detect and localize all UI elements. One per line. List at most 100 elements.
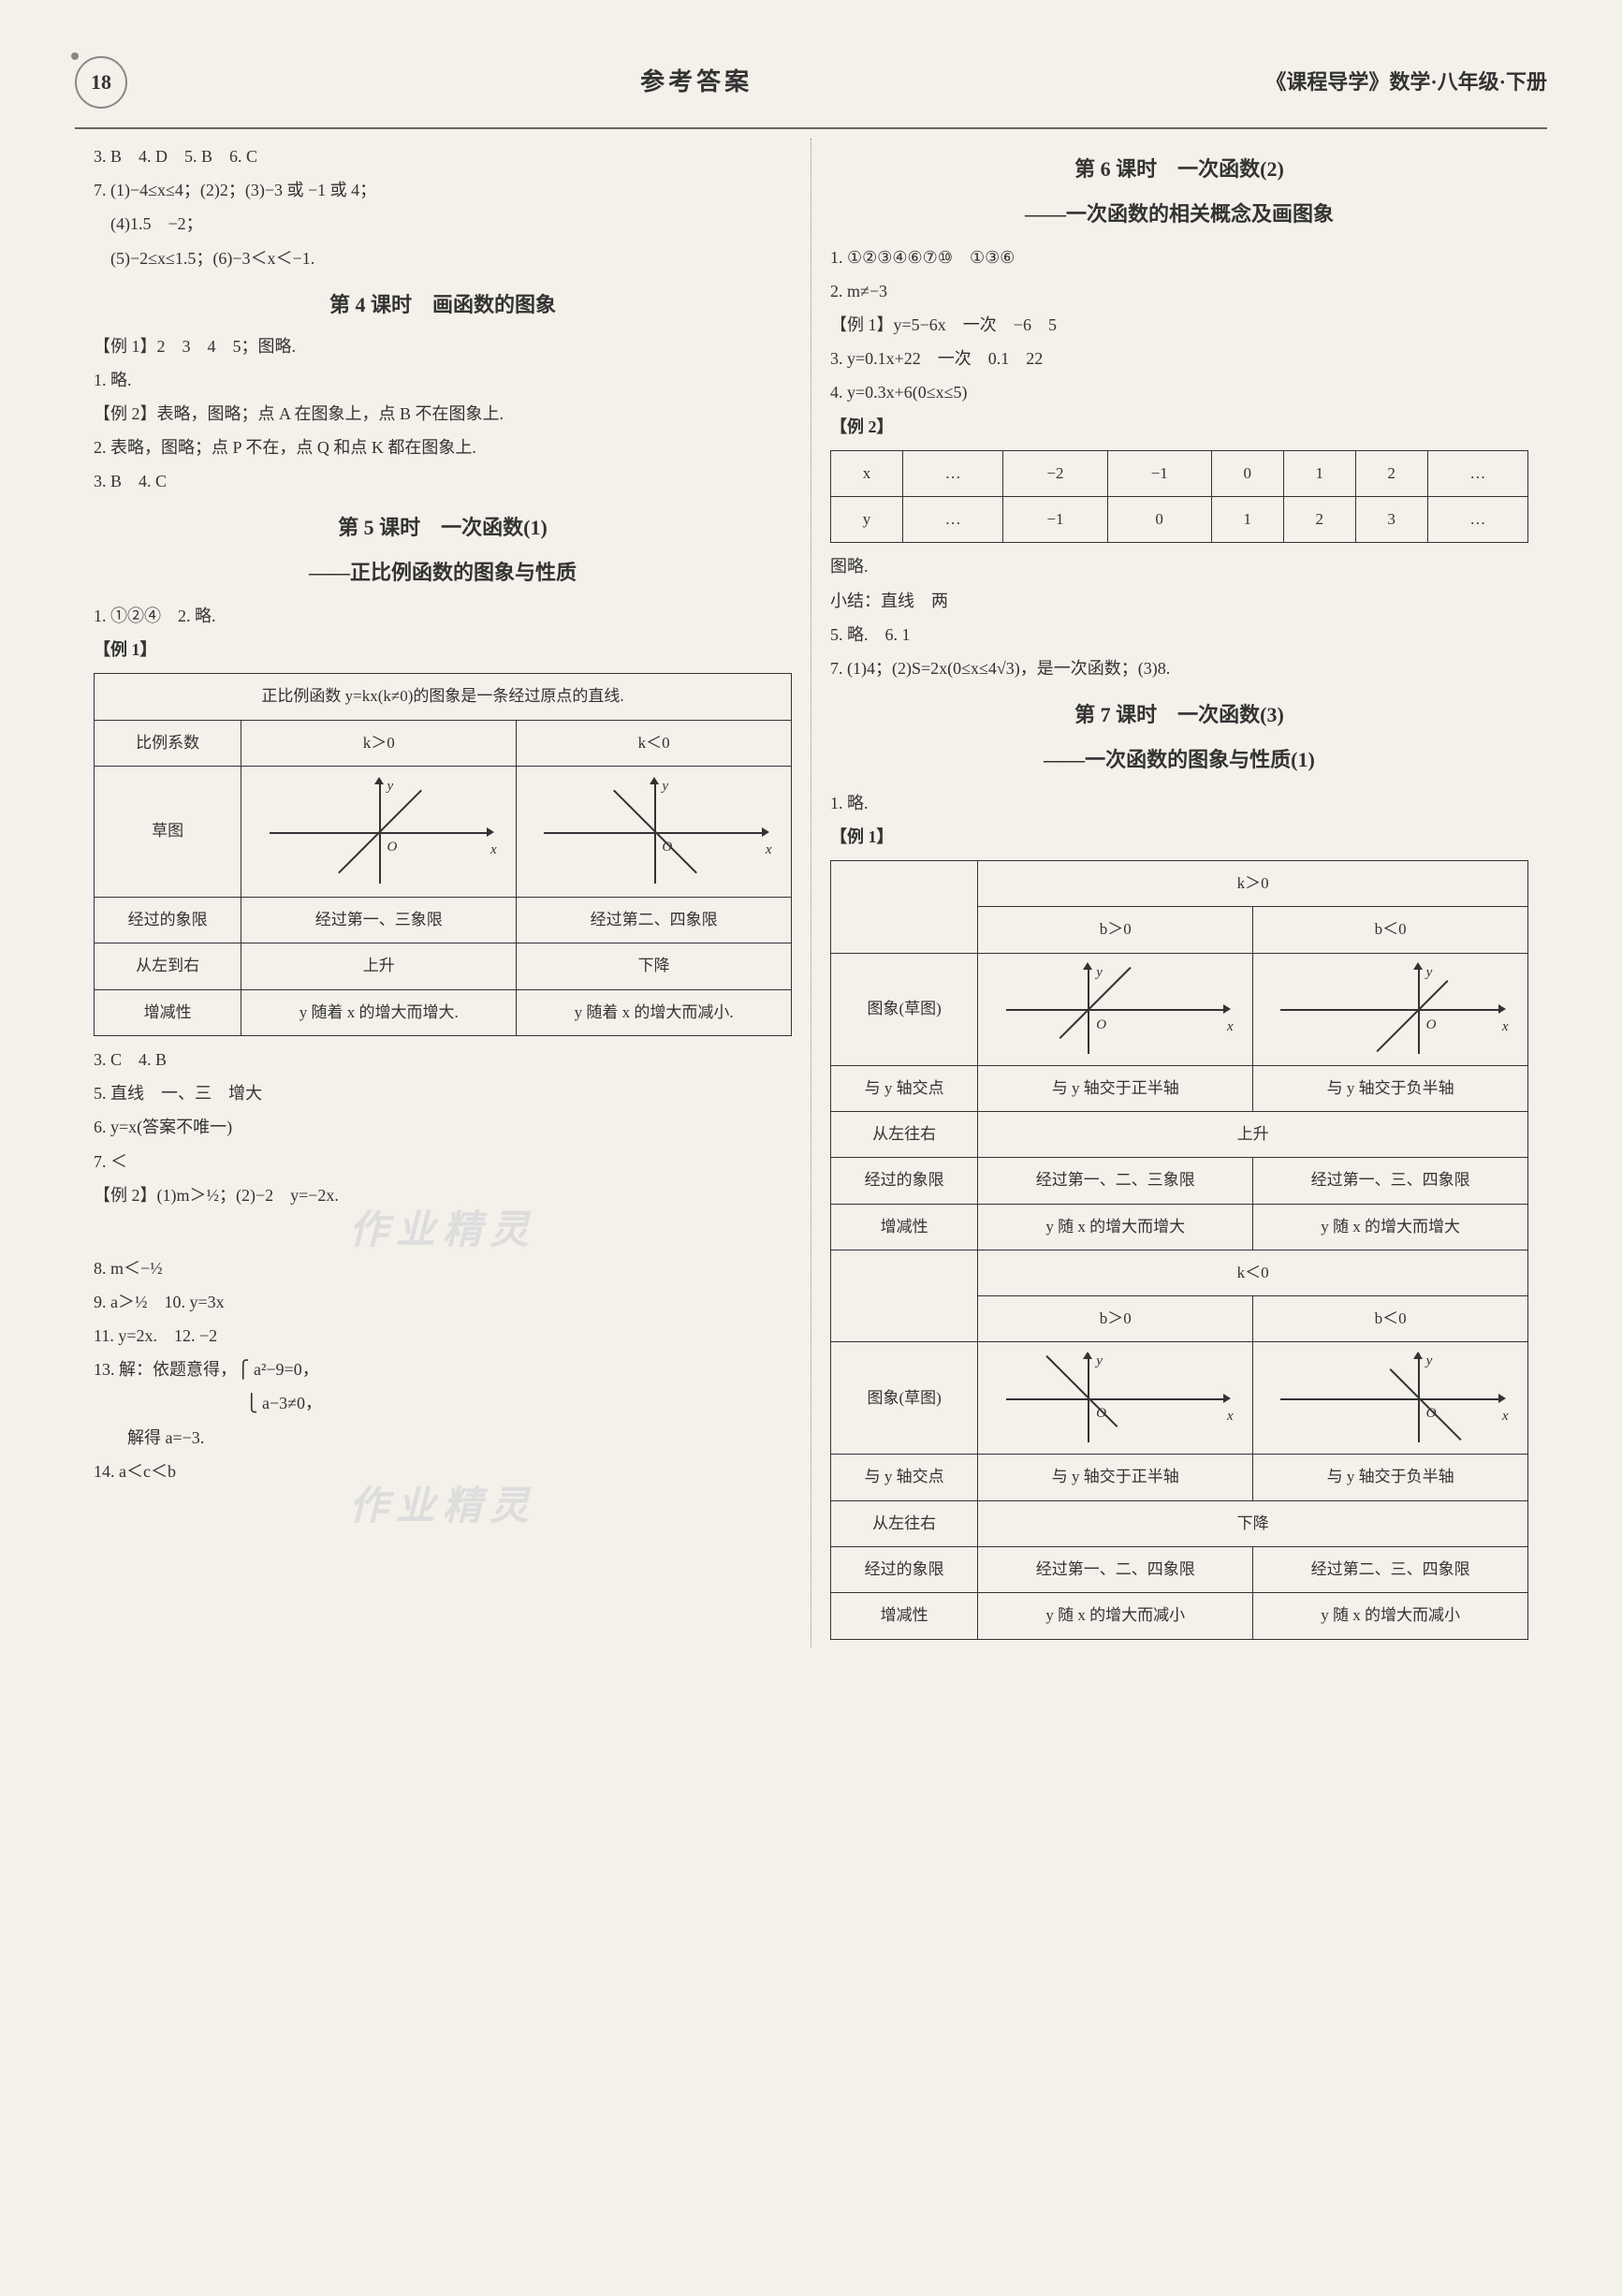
row-label: 草图 (95, 767, 241, 898)
text-line: 【例 2】(1)m＞½；(2)−2 y=−2x. (94, 1179, 792, 1211)
table-cell: y 随 x 的增大而增大 (1253, 1204, 1528, 1250)
lesson5-title: 第 5 课时 一次函数(1) (94, 508, 792, 548)
table-cell: 1 (1283, 450, 1355, 496)
table-cell: … (902, 497, 1002, 543)
empty-corner (831, 1250, 978, 1342)
col-header: k＞0 (241, 720, 517, 766)
table-cell: y 随着 x 的增大而减小. (517, 989, 792, 1035)
text-line: 1. ①②③④⑥⑦⑩ ①③⑥ (830, 241, 1528, 273)
text-line: (5)−2≤x≤1.5；(6)−3＜x＜−1. (94, 242, 792, 274)
lesson5-subtitle: ——正比例函数的图象与性质 (94, 553, 792, 592)
text-line: ⎩ a−3≠0， (94, 1387, 792, 1419)
table-cell: 与 y 轴交于负半轴 (1253, 1455, 1528, 1500)
sketch-kpos-bpos: Oxy (978, 953, 1253, 1065)
text-line: 1. 略. (94, 364, 792, 396)
right-column: 第 6 课时 一次函数(2) ——一次函数的相关概念及画图象 1. ①②③④⑥⑦… (811, 139, 1547, 1647)
text-line: 【例 1】y=5−6x 一次 −6 5 (830, 309, 1528, 341)
b-header: b＞0 (978, 1296, 1253, 1342)
text-line: 3. y=0.1x+22 一次 0.1 22 (830, 343, 1528, 374)
text-line: 5. 略. 6. 1 (830, 619, 1528, 651)
row-label: 经过的象限 (95, 898, 241, 943)
text-line: 7. (1)−4≤x≤4；(2)2；(3)−3 或 −1 或 4； (94, 174, 792, 206)
linear-function-table-kpos: k＞0 b＞0 b＜0 图象(草图) Oxy Oxy (830, 860, 1528, 1640)
table-cell: 经过第一、三象限 (241, 898, 517, 943)
table-cell: 经过第一、三、四象限 (1253, 1158, 1528, 1204)
text-line: 3. C 4. B (94, 1044, 792, 1075)
row-label: 比例系数 (95, 720, 241, 766)
table-cell: 0 (1211, 450, 1283, 496)
left-column: 3. B 4. D 5. B 6. C 7. (1)−4≤x≤4；(2)2；(3… (75, 139, 811, 1647)
table-cell: 经过第一、二、四象限 (978, 1547, 1253, 1593)
text-line: 7. (1)4；(2)S=2x(0≤x≤4√3)，是一次函数；(3)8. (830, 652, 1528, 684)
text-line: (4)1.5 −2； (94, 208, 792, 240)
row-label: 增减性 (831, 1593, 978, 1639)
k-header: k＞0 (978, 861, 1528, 907)
table-cell: 0 (1107, 497, 1211, 543)
table-cell: y 随 x 的增大而增大 (978, 1204, 1253, 1250)
text-line: 1. ①②④ 2. 略. (94, 600, 792, 632)
text-line: 3. B 4. C (94, 465, 792, 497)
sketch-k-positive: Oxy (241, 767, 517, 898)
table-caption: 正比例函数 y=kx(k≠0)的图象是一条经过原点的直线. (95, 674, 792, 720)
table-cell: 经过第二、三、四象限 (1253, 1547, 1528, 1593)
xy-value-table: x … −2 −1 0 1 2 … y … −1 0 1 2 3 … (830, 450, 1528, 544)
row-label: 图象(草图) (831, 953, 978, 1065)
b-header: b＜0 (1253, 1296, 1528, 1342)
text-line: 8. m＜−½ (94, 1252, 792, 1284)
table-cell: 2 (1283, 497, 1355, 543)
table-cell: y 随着 x 的增大而增大. (241, 989, 517, 1035)
col-header: k＜0 (517, 720, 792, 766)
header-right-title: 《课程导学》数学·八年级·下册 (1265, 63, 1547, 102)
text-line: 【例 2】表略，图略；点 A 在图象上，点 B 不在图象上. (94, 398, 792, 430)
table-cell: … (1427, 497, 1527, 543)
lesson6-subtitle: ——一次函数的相关概念及画图象 (830, 195, 1528, 234)
table-cell: −1 (1107, 450, 1211, 496)
row-label: 增减性 (95, 989, 241, 1035)
empty-corner (831, 861, 978, 954)
page-number: 18 (91, 63, 111, 102)
text-line: 解得 a=−3. (94, 1422, 792, 1454)
table-cell: y 随 x 的增大而减小 (1253, 1593, 1528, 1639)
table-cell: 与 y 轴交于正半轴 (978, 1455, 1253, 1500)
text-line: 6. y=x(答案不唯一) (94, 1111, 792, 1143)
row-label: 从左往右 (831, 1111, 978, 1157)
table-cell: x (831, 450, 903, 496)
header-divider (75, 127, 1547, 129)
row-label: 与 y 轴交点 (831, 1065, 978, 1111)
text-line: 图略. (830, 550, 1528, 582)
text-line: 2. m≠−3 (830, 275, 1528, 307)
sketch-kneg-bpos: Oxy (978, 1342, 1253, 1455)
table-cell: 经过第一、二、三象限 (978, 1158, 1253, 1204)
lesson7-subtitle: ——一次函数的图象与性质(1) (830, 740, 1528, 780)
text-line: 1. 略. (830, 787, 1528, 819)
text-line: 7. ＜ (94, 1146, 792, 1177)
text-line: 13. 解：依题意得，⎧ a²−9=0， (94, 1353, 792, 1385)
lesson4-title: 第 4 课时 画函数的图象 (94, 285, 792, 325)
table-cell: 上升 (978, 1111, 1528, 1157)
table-cell: 2 (1355, 450, 1427, 496)
text-line: 11. y=2x. 12. −2 (94, 1320, 792, 1352)
text-line: 9. a＞½ 10. y=3x (94, 1286, 792, 1318)
sketch-kpos-bneg: Oxy (1253, 953, 1528, 1065)
example-label: 【例 1】 (94, 634, 792, 665)
sketch-kneg-bneg: Oxy (1253, 1342, 1528, 1455)
two-column-layout: 3. B 4. D 5. B 6. C 7. (1)−4≤x≤4；(2)2；(3… (75, 139, 1547, 1647)
text-line: 4. y=0.3x+6(0≤x≤5) (830, 376, 1528, 408)
sketch-k-negative: Oxy (517, 767, 792, 898)
proportional-function-table: 正比例函数 y=kx(k≠0)的图象是一条经过原点的直线. 比例系数 k＞0 k… (94, 673, 792, 1035)
row-label: 图象(草图) (831, 1342, 978, 1455)
row-label: 从左往右 (831, 1500, 978, 1546)
table-cell: 与 y 轴交于正半轴 (978, 1065, 1253, 1111)
text-line: 14. a＜c＜b (94, 1455, 792, 1487)
table-cell: 下降 (978, 1500, 1528, 1546)
table-cell: 下降 (517, 943, 792, 989)
table-cell: 经过第二、四象限 (517, 898, 792, 943)
table-cell: −1 (1003, 497, 1107, 543)
row-label: 增减性 (831, 1204, 978, 1250)
table-cell: 1 (1211, 497, 1283, 543)
table-cell: 上升 (241, 943, 517, 989)
row-label: 经过的象限 (831, 1547, 978, 1593)
b-header: b＜0 (1253, 907, 1528, 953)
table-cell: y (831, 497, 903, 543)
table-cell: −2 (1003, 450, 1107, 496)
